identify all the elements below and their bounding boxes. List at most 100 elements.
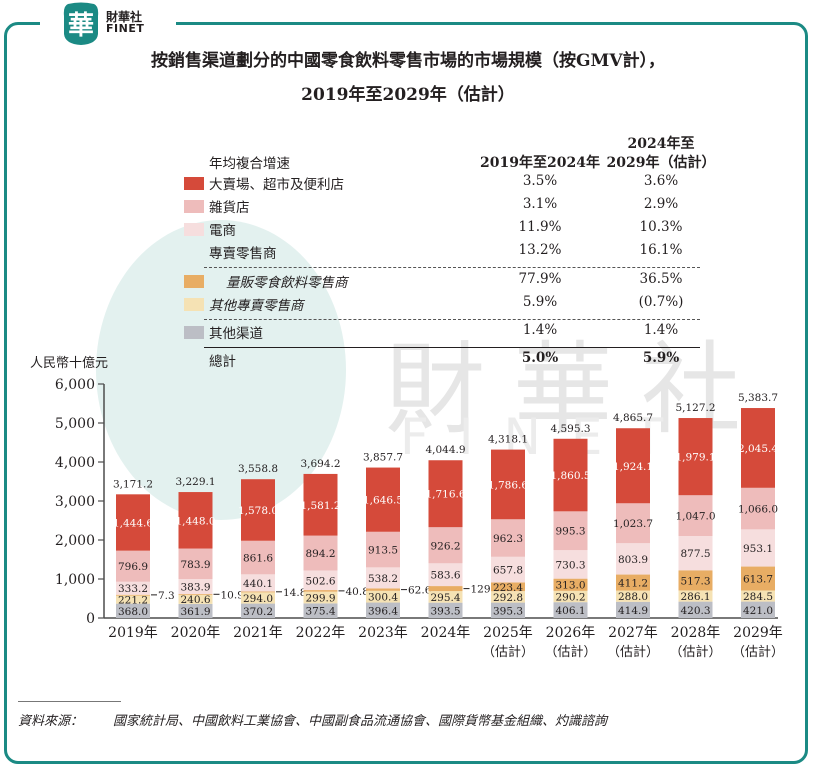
- data-label: 517.3: [680, 575, 710, 587]
- bar-segment: [491, 591, 525, 603]
- legend-row-label: 雜貨店: [209, 200, 250, 216]
- x-tick-label: 2028年: [671, 625, 721, 641]
- data-label: 421.0: [743, 605, 773, 617]
- x-tick-label: 2029年: [733, 625, 783, 641]
- bar-segment: [366, 588, 400, 591]
- bar-segment: [491, 449, 525, 520]
- bar-segment: [303, 590, 338, 592]
- data-label: 1,786.6: [488, 479, 528, 491]
- data-label: 1,023.7: [613, 518, 653, 530]
- y-axis-label: 人民幣十億元: [30, 356, 109, 371]
- bar-segment: [366, 531, 400, 568]
- brand-name-en: FINET: [106, 22, 145, 35]
- bar-segment: [616, 590, 650, 602]
- bar-segment: [616, 574, 650, 591]
- legend-row-col2-value: 36.5%: [639, 271, 683, 287]
- legend-swatch: [184, 326, 204, 339]
- total-label: 4,865.7: [613, 412, 653, 424]
- data-label: 223.4: [493, 582, 523, 594]
- bar-segment: [428, 563, 463, 587]
- bar-segment: [678, 601, 713, 618]
- source-note: 資料來源： 國家統計局、中國飲料工業協會、中國副食品流通協會、國際貨幣基金組織、灼…: [18, 710, 607, 729]
- bar-segment: [178, 603, 213, 618]
- total-label: 5,127.2: [675, 402, 715, 414]
- x-tick-sublabel: （估計）: [669, 644, 721, 660]
- legend-swatch: [184, 275, 204, 288]
- bar-segment: [741, 601, 775, 618]
- finet-logo-icon: 華: [63, 2, 99, 45]
- bar-segment: [241, 574, 275, 592]
- x-tick-label: 2022年: [296, 625, 346, 641]
- bar-segment: [303, 603, 338, 618]
- legend-row-col2-value: 16.1%: [639, 242, 683, 258]
- bar-segment: [178, 548, 213, 580]
- legend-row-col2-value: 5.9%: [642, 350, 680, 366]
- legend-swatch: [184, 177, 204, 190]
- y-tick-label: 3,000: [55, 494, 95, 510]
- data-label: 284.5: [743, 591, 773, 603]
- total-label: 4,595.3: [550, 423, 590, 435]
- bar-segment: [241, 540, 275, 575]
- legend-row-col2-value: 1.4%: [643, 322, 679, 338]
- x-tick-label: 2020年: [171, 625, 221, 641]
- data-label: 406.1: [555, 605, 585, 617]
- bar-segment: [116, 595, 150, 604]
- bar-segment: [678, 570, 713, 591]
- bar-segment: [178, 492, 213, 549]
- bar-segment: [741, 590, 775, 602]
- x-tick-label: 2024年: [421, 625, 471, 641]
- bar-segment: [428, 591, 463, 603]
- legend-row-col1-value: 77.9%: [518, 271, 562, 287]
- bar-segment: [366, 567, 400, 589]
- data-label: 14.8: [283, 587, 306, 599]
- bar-segment: [116, 603, 150, 618]
- bar-segment: [678, 495, 713, 537]
- total-label: 3,857.7: [363, 452, 403, 464]
- data-label: 1,716.6: [425, 489, 465, 501]
- legend-row-label: 其他渠道: [209, 326, 263, 342]
- bar-segment: [553, 578, 588, 591]
- data-label: 295.4: [430, 592, 460, 604]
- bar-segment: [241, 479, 275, 541]
- total-label: 4,318.1: [488, 434, 528, 446]
- x-tick-sublabel: （估計）: [482, 644, 534, 660]
- bar-segment: [553, 590, 588, 603]
- bar-segment: [491, 602, 525, 618]
- brand-name-cn: 財華社: [106, 10, 143, 24]
- bar-segment: [616, 601, 650, 618]
- legend-swatch: [184, 298, 204, 311]
- bar-segment: [116, 494, 150, 551]
- bar-segment: [616, 428, 650, 504]
- legend-col2-header-line2: 2029年（估計）: [606, 155, 716, 171]
- legend-row-col1-value: 3.5%: [522, 173, 558, 189]
- data-label: 1,448.0: [175, 515, 215, 527]
- data-label: 383.9: [180, 582, 210, 594]
- bar-segment: [678, 536, 713, 571]
- bar-segment: [741, 408, 775, 488]
- source-items: 國家統計局、中國飲料工業協會、中國副食品流通協會、國際貨幣基金組織、灼識諮詢: [113, 714, 608, 729]
- data-label: 370.2: [243, 606, 273, 618]
- data-label: 1,860.5: [550, 470, 590, 482]
- data-label: 502.6: [305, 575, 335, 587]
- data-label: 730.3: [555, 559, 585, 571]
- legend-row-col2-value: (0.7%): [638, 294, 684, 310]
- total-label: 5,383.7: [738, 392, 778, 404]
- data-label: 411.2: [618, 578, 648, 590]
- bar-segment: [303, 591, 338, 604]
- bar-segment: [116, 550, 150, 582]
- watermark-logo: [96, 220, 346, 520]
- data-label: 583.6: [430, 570, 460, 582]
- source-label: 資料來源：: [18, 714, 84, 729]
- data-label: 361.9: [180, 606, 210, 618]
- chart-title-line2: 2019年至2029年（估計）: [301, 85, 515, 105]
- total-label: 3,558.8: [238, 463, 278, 475]
- data-label: 368.0: [118, 606, 148, 618]
- x-tick-label: 2026年: [546, 625, 596, 641]
- data-label: 995.3: [555, 526, 585, 538]
- data-label: 440.1: [243, 578, 273, 590]
- bar-segment: [241, 592, 275, 604]
- logo-char: 華: [68, 11, 94, 41]
- bar-segment: [678, 590, 713, 602]
- total-label: 3,171.2: [113, 478, 153, 490]
- legend-row-col2-value: 10.3%: [639, 219, 683, 235]
